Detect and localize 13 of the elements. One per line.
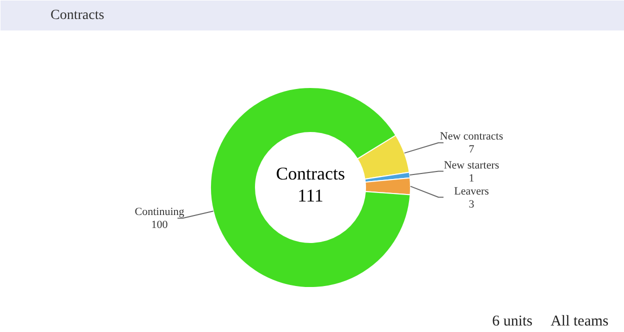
text: 111 — [298, 186, 324, 206]
chart-title: Contracts — [50, 8, 104, 23]
slice-label: New starters — [444, 159, 500, 172]
data-label: 100 — [151, 219, 168, 232]
slice-label: Leavers — [454, 185, 489, 198]
text: 6 units — [492, 314, 533, 330]
text: Contracts — [276, 164, 346, 184]
slice-label: Continuing — [134, 206, 185, 218]
data-label: 1 — [468, 172, 474, 184]
text: All teams — [550, 314, 609, 330]
data-label: 7 — [468, 144, 475, 156]
data-label: 3 — [468, 198, 475, 210]
slice-label: New contracts — [440, 130, 504, 143]
